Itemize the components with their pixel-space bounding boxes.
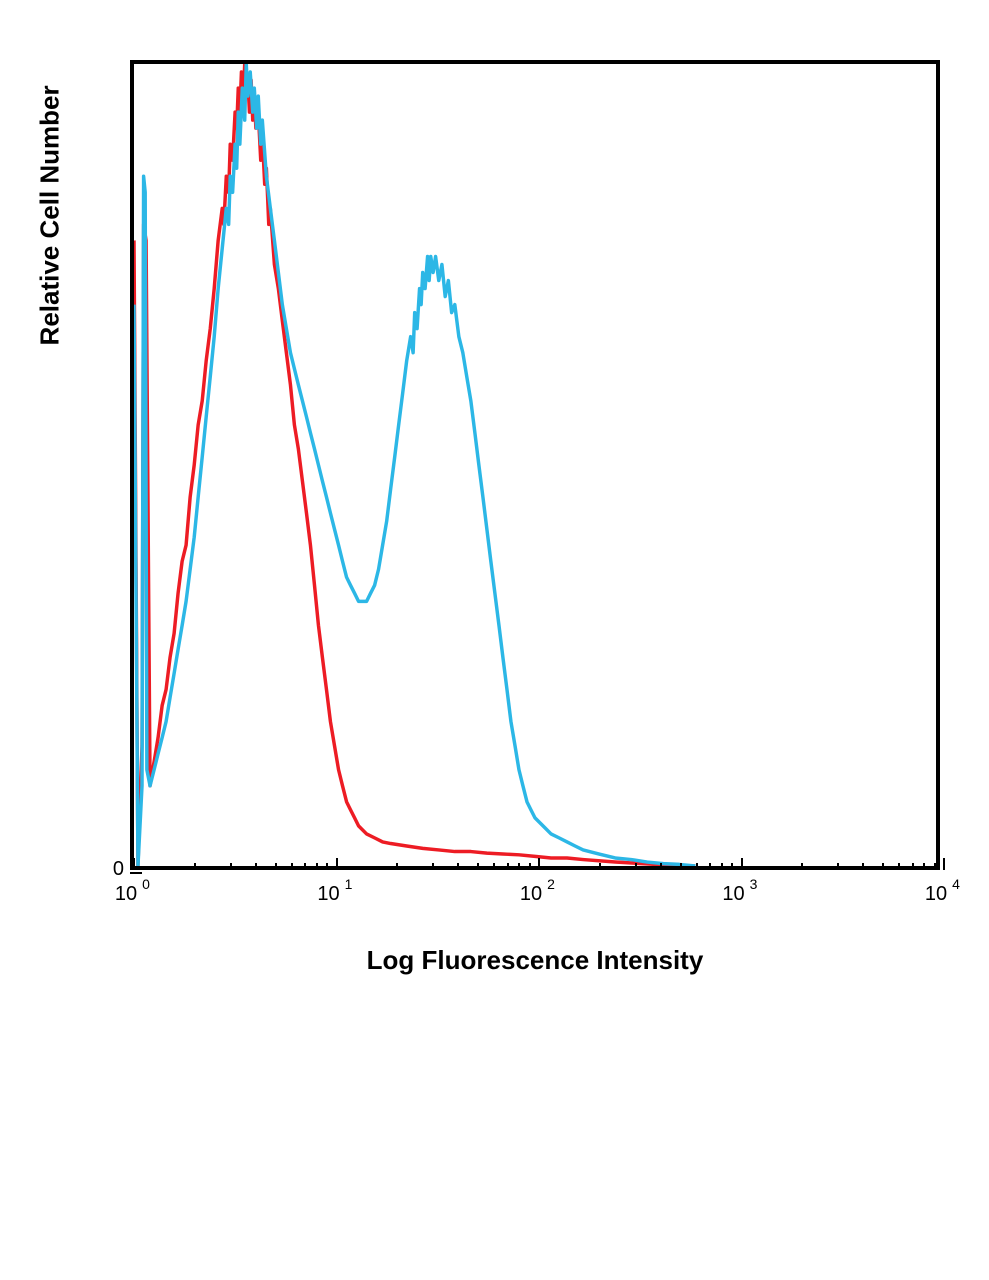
x-tick-mark-minor: [477, 863, 479, 870]
x-tick-mark-minor: [304, 863, 306, 870]
flow-cytometry-histogram: Relative Cell Number Log Fluorescence In…: [30, 40, 959, 980]
x-tick-exp: 4: [952, 876, 960, 892]
plot-area: [130, 60, 940, 870]
x-tick-base: 10: [722, 883, 744, 906]
x-tick-exp: 0: [142, 876, 150, 892]
x-tick-mark-minor: [721, 863, 723, 870]
x-tick-mark-minor: [316, 863, 318, 870]
y-tick-zero: 0: [84, 858, 124, 881]
x-tick-mark-minor: [457, 863, 459, 870]
series-blue: [134, 64, 695, 866]
x-tick-mark: [943, 858, 945, 870]
x-tick-exp: 2: [547, 876, 555, 892]
x-tick-mark-minor: [518, 863, 520, 870]
x-tick-mark-minor: [680, 863, 682, 870]
x-tick-mark-minor: [801, 863, 803, 870]
x-tick-mark-minor: [923, 863, 925, 870]
x-tick-mark-minor: [731, 863, 733, 870]
x-tick-base: 10: [925, 883, 947, 906]
y-tick-mark: [130, 872, 142, 874]
x-tick-mark-minor: [696, 863, 698, 870]
x-tick-mark: [741, 858, 743, 870]
x-tick-mark-minor: [255, 863, 257, 870]
x-tick-base: 10: [115, 883, 137, 906]
x-tick-mark-minor: [507, 863, 509, 870]
histogram-curves: [134, 64, 936, 866]
x-tick-base: 10: [520, 883, 542, 906]
x-tick-mark-minor: [432, 863, 434, 870]
x-tick-mark-minor: [862, 863, 864, 870]
x-tick-base: 10: [317, 883, 339, 906]
x-tick-mark: [336, 858, 338, 870]
x-tick-mark-minor: [635, 863, 637, 870]
x-tick-mark-minor: [326, 863, 328, 870]
x-tick-exp: 3: [750, 876, 758, 892]
y-axis-label: Relative Cell Number: [35, 85, 66, 345]
x-tick-mark-minor: [837, 863, 839, 870]
x-tick-mark-minor: [709, 863, 711, 870]
series-red: [134, 64, 695, 866]
x-tick-mark-minor: [882, 863, 884, 870]
x-tick-mark-minor: [529, 863, 531, 870]
x-tick-mark-minor: [396, 863, 398, 870]
x-tick-mark-minor: [934, 863, 936, 870]
x-tick-mark-minor: [599, 863, 601, 870]
x-tick-mark-minor: [194, 863, 196, 870]
x-tick-mark-minor: [660, 863, 662, 870]
x-tick-mark-minor: [291, 863, 293, 870]
x-tick-mark: [133, 858, 135, 870]
x-tick-exp: 1: [345, 876, 353, 892]
x-tick-mark-minor: [230, 863, 232, 870]
x-tick-mark: [538, 858, 540, 870]
x-tick-mark-minor: [898, 863, 900, 870]
x-axis-label: Log Fluorescence Intensity: [130, 945, 940, 976]
x-tick-mark-minor: [493, 863, 495, 870]
x-tick-mark-minor: [912, 863, 914, 870]
x-tick-mark-minor: [275, 863, 277, 870]
